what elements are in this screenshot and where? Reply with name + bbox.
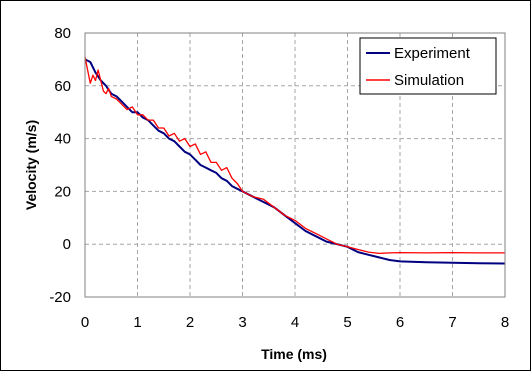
y-tick-label: 20 <box>54 183 71 200</box>
series-layer <box>84 56 506 265</box>
y-tick-label: -20 <box>49 289 71 306</box>
legend-label-simulation: Simulation <box>394 72 464 89</box>
plot-border <box>84 32 506 298</box>
x-axis-title: Time (ms) <box>261 346 327 362</box>
x-tick-label: 5 <box>343 314 351 331</box>
y-tick-label: 0 <box>63 236 71 253</box>
y-tick-label: 80 <box>54 25 71 42</box>
legend-box <box>359 37 497 95</box>
x-tick-label: 1 <box>133 314 141 331</box>
series-line-simulation <box>84 56 505 255</box>
legend: Experiment Simulation <box>359 37 497 95</box>
y-axis-title: Velocity (m/s) <box>23 120 39 210</box>
y-tick-label: 40 <box>54 131 71 148</box>
x-tick-label: 4 <box>291 314 299 331</box>
x-tick-label: 3 <box>238 314 246 331</box>
y-tick-labels: 80 60 40 20 0 -20 <box>49 25 71 306</box>
x-tick-label: 8 <box>501 314 509 331</box>
x-tick-label: 6 <box>396 314 404 331</box>
legend-label-experiment: Experiment <box>394 45 471 62</box>
series-line-experiment <box>84 58 506 265</box>
y-tick-label: 60 <box>54 78 71 95</box>
x-tick-labels: 0 1 2 3 4 5 6 7 8 <box>81 314 509 331</box>
x-tick-label: 7 <box>448 314 456 331</box>
x-tick-label: 0 <box>81 314 89 331</box>
x-tick-label: 2 <box>186 314 194 331</box>
